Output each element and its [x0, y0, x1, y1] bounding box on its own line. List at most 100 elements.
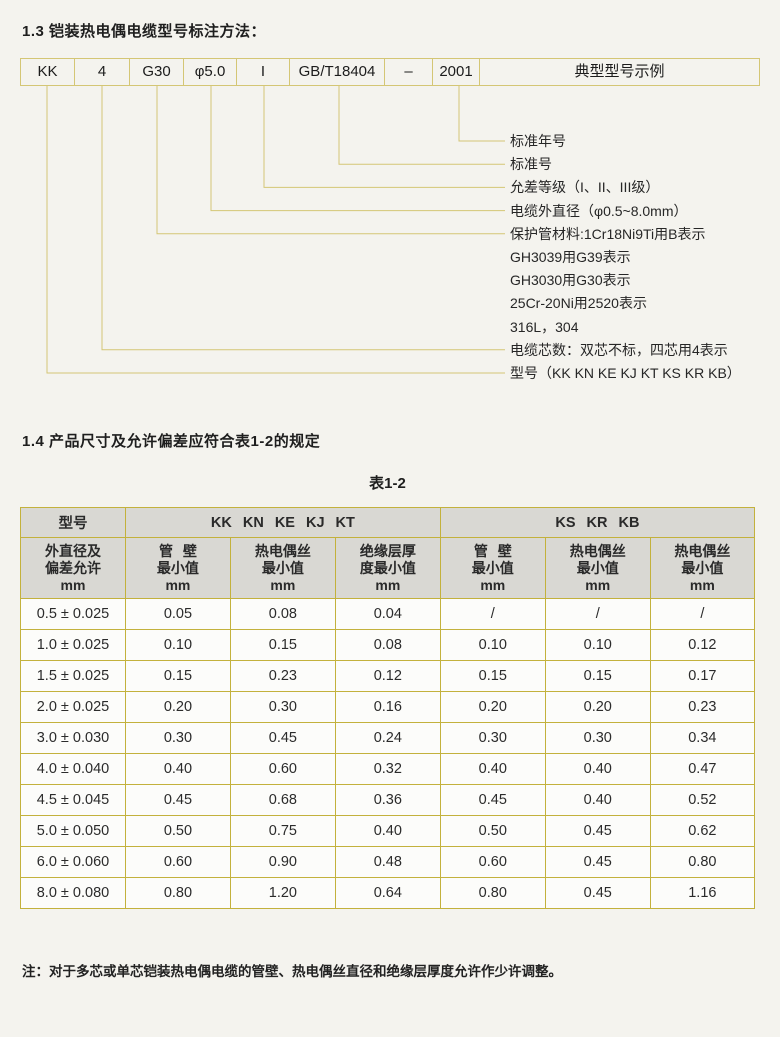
value-cell: 0.08 [334, 629, 441, 661]
value-cell: 0.30 [439, 722, 546, 754]
designation-label-4: 电缆外直径（φ0.5~8.0mm） [510, 202, 688, 219]
value-cell: 0.32 [334, 753, 441, 785]
value-cell: 0.60 [229, 753, 336, 785]
diameter-tolerance-cell: 2.0 ± 0.025 [20, 691, 126, 723]
header-col-7: 热电偶丝 最小值 mm [649, 537, 756, 599]
table-row: 6.0 ± 0.060 0.60 0.90 0.48 0.60 0.45 0.80 [20, 846, 756, 878]
value-cell: 0.50 [439, 815, 546, 847]
table-row: 4.5 ± 0.045 0.45 0.68 0.36 0.45 0.40 0.52 [20, 784, 756, 816]
value-cell: 0.47 [649, 753, 756, 785]
diameter-tolerance-cell: 1.0 ± 0.025 [20, 629, 126, 661]
header-group-kk-kn-ke-kj-kt: KK KN KE KJ KT [124, 507, 441, 538]
header-col-2: 管 壁 最小值 mm [124, 537, 231, 599]
value-cell: 0.40 [334, 815, 441, 847]
value-cell: 0.60 [439, 846, 546, 878]
designation-label-2: 标准号 [510, 156, 552, 173]
note-text: 注：对于多芯或单芯铠装热电偶电缆的管壁、热电偶丝直径和绝缘层厚度允许作少许调整。 [22, 964, 562, 979]
value-cell: 0.16 [334, 691, 441, 723]
dimensions-tolerance-table: 型号 KK KN KE KJ KT KS KR KB 外直径及 偏差允许 mm 管… [20, 507, 756, 909]
designation-label-1: 标准年号 [510, 133, 566, 149]
value-cell: 0.45 [439, 784, 546, 816]
value-cell: 0.36 [334, 784, 441, 816]
table-row: 1.0 ± 0.025 0.10 0.15 0.08 0.10 0.10 0.12 [20, 629, 756, 661]
value-cell: 0.20 [124, 691, 231, 723]
value-cell: 0.80 [124, 877, 231, 909]
value-cell: / [544, 598, 651, 630]
section-1-4-title: 1.4 产品尺寸及允许偏差应符合表1-2的规定 [22, 433, 321, 450]
header-model: 型号 [20, 507, 126, 538]
table-row: 8.0 ± 0.080 0.80 1.20 0.64 0.80 0.45 1.16 [20, 877, 756, 909]
value-cell: 0.20 [544, 691, 651, 723]
table-row: 0.5 ± 0.025 0.05 0.08 0.04// / [20, 598, 756, 630]
model-code-box-row: KK 4 G30 φ5.0 I GB/T18404–2001 典型型号示例 [20, 58, 760, 86]
header-group-ks-kr-kb: KS KR KB [439, 507, 756, 538]
value-cell: / [649, 598, 756, 630]
value-cell: 0.75 [229, 815, 336, 847]
value-cell: 0.68 [229, 784, 336, 816]
designation-label-5: 保护管材料:1Cr18Ni9Ti用B表示 [510, 225, 706, 242]
value-cell: 0.45 [544, 846, 651, 878]
designation-label-7: GH3030用G30表示 [510, 272, 631, 289]
value-cell: 0.30 [229, 691, 336, 723]
header-col-4: 绝缘层厚 度最小值 mm [334, 537, 441, 599]
value-cell: 0.48 [334, 846, 441, 878]
diameter-tolerance-cell: 5.0 ± 0.050 [20, 815, 126, 847]
value-cell: 0.08 [229, 598, 336, 630]
value-cell: 0.40 [544, 784, 651, 816]
value-cell: 0.12 [649, 629, 756, 661]
value-cell: 0.24 [334, 722, 441, 754]
model-code-box-9: 典型型号示例 [479, 58, 760, 86]
model-designation-diagram: KK 4 G30 φ5.0 I GB/T18404–2001 典型型号示例 标准年号标准号允… [0, 58, 780, 398]
header-col-3: 热电偶丝 最小值 mm [229, 537, 336, 599]
value-cell: 0.45 [544, 877, 651, 909]
value-cell: 1.16 [649, 877, 756, 909]
value-cell: 0.34 [649, 722, 756, 754]
value-cell: 0.45 [229, 722, 336, 754]
table-row: 5.0 ± 0.050 0.50 0.75 0.40 0.50 0.45 0.62 [20, 815, 756, 847]
diameter-tolerance-cell: 0.5 ± 0.025 [20, 598, 126, 630]
section-1-3-title: 1.3 铠装热电偶电缆型号标注方法： [22, 23, 267, 40]
value-cell: 0.64 [334, 877, 441, 909]
value-cell: 0.04 [334, 598, 441, 630]
diameter-tolerance-cell: 4.0 ± 0.040 [20, 753, 126, 785]
diameter-tolerance-cell: 1.5 ± 0.025 [20, 660, 126, 692]
diameter-tolerance-cell: 8.0 ± 0.080 [20, 877, 126, 909]
header-col-5: 管 壁 最小值 mm [439, 537, 546, 599]
value-cell: 0.80 [649, 846, 756, 878]
value-cell: 0.23 [229, 660, 336, 692]
value-cell: / [439, 598, 546, 630]
designation-label-9: 316L，304 [510, 318, 579, 335]
header-col-6: 热电偶丝 最小值 mm [544, 537, 651, 599]
value-cell: 0.90 [229, 846, 336, 878]
value-cell: 0.20 [439, 691, 546, 723]
value-cell: 0.40 [439, 753, 546, 785]
value-cell: 0.10 [544, 629, 651, 661]
designation-label-10: 电缆芯数：双芯不标，四芯用4表示 [510, 341, 728, 358]
value-cell: 0.10 [439, 629, 546, 661]
designation-label-8: 25Cr-20Ni用2520表示 [510, 295, 647, 312]
value-cell: 0.23 [649, 691, 756, 723]
value-cell: 0.50 [124, 815, 231, 847]
value-cell: 0.10 [124, 629, 231, 661]
diameter-tolerance-cell: 3.0 ± 0.030 [20, 722, 126, 754]
value-cell: 0.15 [439, 660, 546, 692]
designation-connector-lines [46, 86, 505, 374]
designation-label-11: 型号（KK KN KE KJ KT KS KR KB） [510, 365, 741, 381]
value-cell: 0.05 [124, 598, 231, 630]
diameter-tolerance-cell: 4.5 ± 0.045 [20, 784, 126, 816]
value-cell: 0.17 [649, 660, 756, 692]
value-cell: 0.30 [124, 722, 231, 754]
table-row: 3.0 ± 0.030 0.30 0.45 0.24 0.30 0.30 0.34 [20, 722, 756, 754]
value-cell: 0.80 [439, 877, 546, 909]
designation-label-3: 允差等级（I、II、III级） [510, 179, 660, 196]
value-cell: 0.40 [124, 753, 231, 785]
diameter-tolerance-cell: 6.0 ± 0.060 [20, 846, 126, 878]
value-cell: 0.15 [229, 629, 336, 661]
table-row: 4.0 ± 0.040 0.40 0.60 0.32 0.40 0.40 0.47 [20, 753, 756, 785]
value-cell: 0.15 [124, 660, 231, 692]
value-cell: 0.52 [649, 784, 756, 816]
value-cell: 0.60 [124, 846, 231, 878]
value-cell: 1.20 [229, 877, 336, 909]
value-cell: 0.30 [544, 722, 651, 754]
